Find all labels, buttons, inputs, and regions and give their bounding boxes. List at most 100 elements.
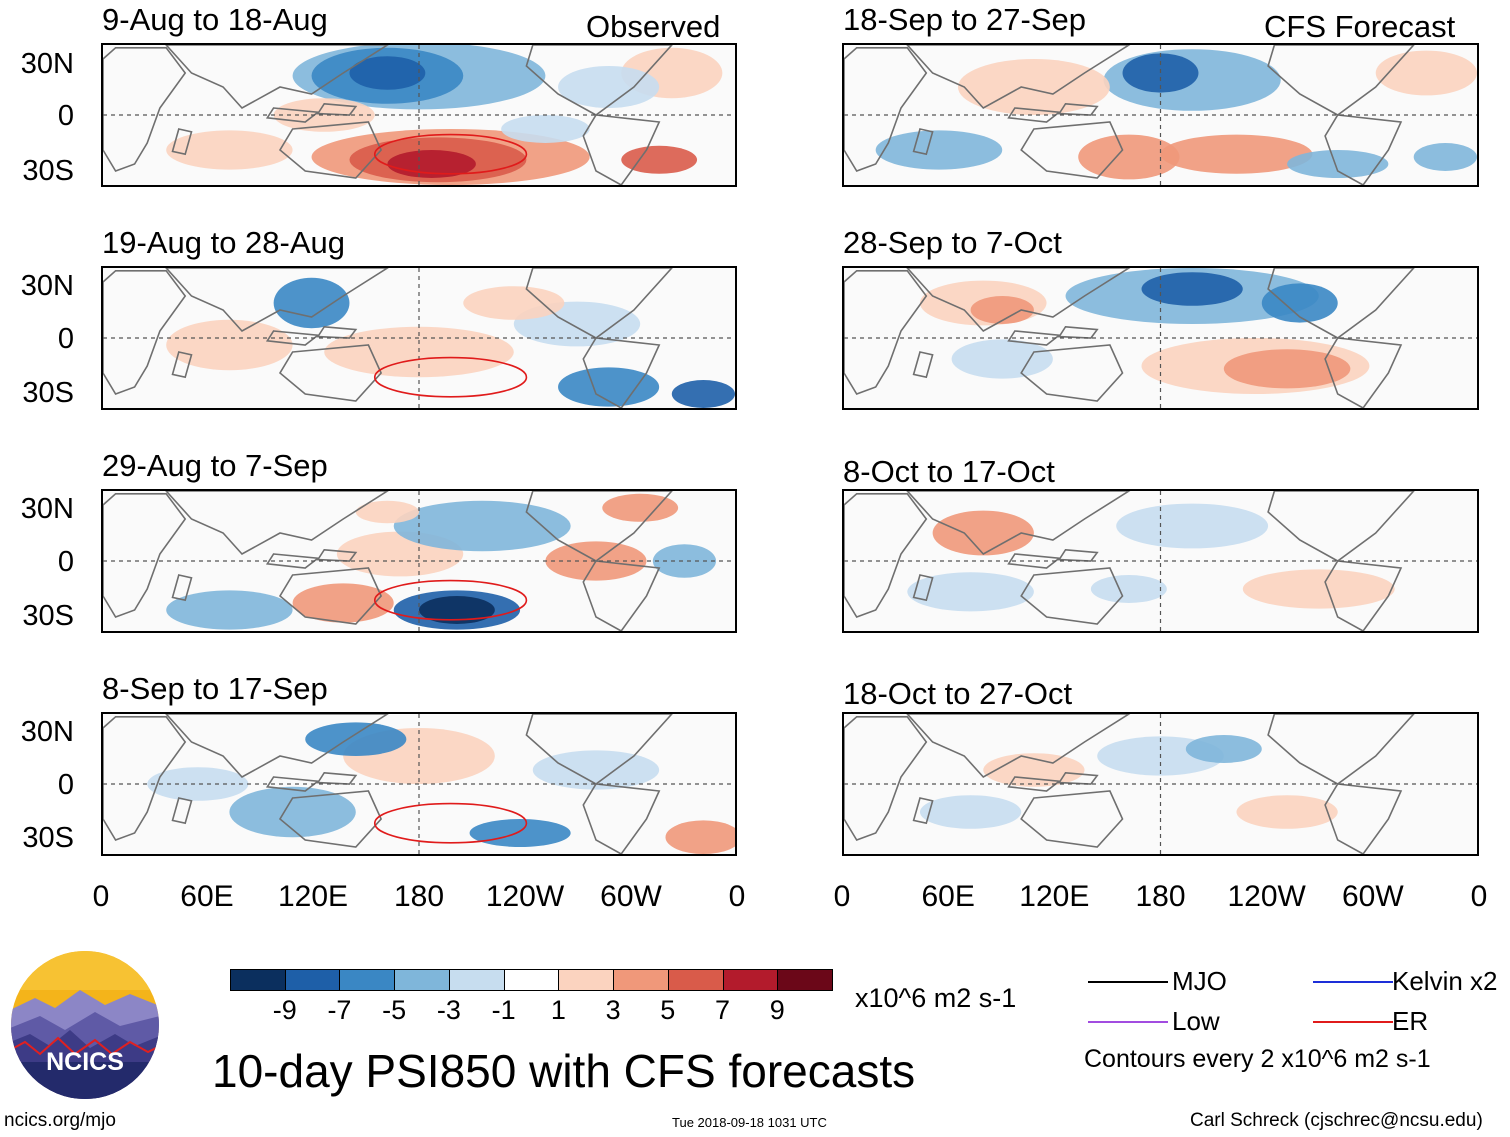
contour-note: Contours every 2 x10^6 m2 s-1: [1084, 1045, 1431, 1073]
map-panel-fc3: [842, 489, 1479, 633]
anomaly-region: [463, 286, 565, 320]
coastline: [1057, 771, 1099, 785]
anomaly-region: [1261, 283, 1338, 323]
coastline: [844, 716, 928, 841]
map-svg: [844, 268, 1477, 408]
coastline: [316, 771, 358, 785]
x-tick-label: 180: [1135, 880, 1186, 913]
anomaly-region: [1116, 503, 1269, 549]
anomaly-region: [665, 820, 735, 854]
colorbar-tick-label: 5: [660, 995, 676, 1025]
coastline: [1007, 330, 1062, 346]
footer-author[interactable]: Carl Schreck (cjschrec@ncsu.edu): [1190, 1110, 1483, 1131]
anomaly-region: [558, 66, 660, 108]
x-tick-label: 180: [393, 880, 445, 913]
coastline: [316, 325, 358, 339]
coastline: [1267, 491, 1415, 562]
coastline: [171, 351, 193, 379]
ylabel-30s-obs1: 30S: [22, 155, 74, 187]
coastline: [1324, 783, 1403, 854]
coastline: [1324, 114, 1403, 185]
map-panel-fc1: [842, 43, 1479, 187]
ylabel-30n-obs2: 30N: [20, 270, 74, 302]
coastline: [912, 351, 934, 379]
anomaly-region: [1236, 795, 1338, 829]
colorbar-tick-label: 9: [769, 995, 785, 1025]
anomaly-region: [355, 500, 419, 524]
anomaly-region: [652, 544, 717, 578]
anomaly-region: [1413, 143, 1477, 171]
colorbar-tick-label: 3: [605, 995, 621, 1025]
anomaly-region: [166, 130, 293, 170]
anomaly-region: [1090, 575, 1167, 603]
anomaly-region: [558, 367, 660, 407]
anomaly-region: [393, 500, 571, 552]
legend-low-label: Low: [1172, 1006, 1220, 1036]
footer-url[interactable]: ncics.org/mjo: [4, 1110, 116, 1131]
coastline: [165, 45, 389, 110]
colorbar-swatch: [613, 969, 669, 991]
er-contour: [373, 579, 528, 621]
coastline: [844, 47, 928, 172]
anomaly-region: [166, 590, 293, 630]
anomaly-region: [1185, 735, 1262, 763]
x-tick-label: 0: [1470, 880, 1488, 913]
anomaly-region: [951, 339, 1053, 379]
coastline: [1057, 548, 1099, 562]
map-panel-fc2: [842, 266, 1479, 410]
colorbar-swatch: [667, 969, 724, 991]
colorbar-tick-label: 7: [715, 995, 731, 1025]
coastline: [1020, 344, 1124, 402]
anomaly-region: [1223, 349, 1351, 389]
anomaly-region: [932, 510, 1034, 556]
coastline: [1267, 714, 1415, 785]
colorbar-tick-label: -5: [382, 995, 407, 1025]
coastline: [265, 107, 320, 123]
ylabel-eq-obs1: 0: [57, 100, 74, 132]
observed-tag: Observed: [586, 9, 721, 44]
anomaly-region: [273, 277, 350, 329]
panel-title-fc4: 18-Oct to 27-Oct: [843, 676, 1073, 711]
anomaly-region: [419, 596, 495, 624]
map-panel-obs4: [101, 712, 737, 856]
footer-timestamp: Tue 2018-09-18 1031 UTC: [672, 1115, 827, 1130]
x-tick-label: 120W: [1227, 880, 1306, 913]
ylabel-30n-obs1: 30N: [20, 48, 74, 80]
map-svg: [103, 714, 735, 854]
ylabel-eq-obs2: 0: [57, 323, 74, 355]
anomaly-region: [501, 115, 590, 143]
coastline: [171, 128, 193, 156]
anomaly-region: [919, 795, 1022, 829]
colorbar: [230, 969, 833, 991]
coastline: [582, 560, 661, 631]
coastline: [912, 574, 934, 602]
anomaly-region: [1287, 150, 1389, 178]
legend-kelvin-line: [1313, 981, 1393, 983]
ylabel-30s-obs3: 30S: [22, 600, 74, 632]
coastline: [1057, 325, 1099, 339]
coastline: [165, 268, 389, 333]
coastline: [278, 567, 383, 625]
x-tick-label: 0: [728, 880, 746, 913]
colorbar-tick-label: -1: [491, 995, 516, 1025]
main-title: 10-day PSI850 with CFS forecasts: [212, 1045, 916, 1097]
colorbar-swatch: [284, 969, 341, 991]
coastline: [1324, 560, 1403, 631]
anomaly-region: [621, 145, 698, 174]
coastline: [171, 574, 193, 602]
coastline: [316, 102, 358, 116]
colorbar-tick-label: 1: [550, 995, 566, 1025]
map-panel-fc4: [842, 712, 1479, 856]
ylabel-30s-obs4: 30S: [22, 822, 74, 854]
coastline: [582, 337, 661, 408]
legend-mjo-line: [1088, 981, 1168, 983]
anomaly-region: [907, 572, 1034, 612]
coastline: [906, 714, 1131, 779]
er-contour: [373, 133, 528, 175]
panel-title-obs3: 29-Aug to 7-Sep: [102, 448, 328, 483]
colorbar-units: x10^6 m2 s-1: [855, 983, 1017, 1013]
anomaly-region: [292, 583, 394, 623]
colorbar-tick-label: -7: [327, 995, 352, 1025]
coastline: [103, 270, 187, 395]
coastline: [844, 270, 928, 395]
